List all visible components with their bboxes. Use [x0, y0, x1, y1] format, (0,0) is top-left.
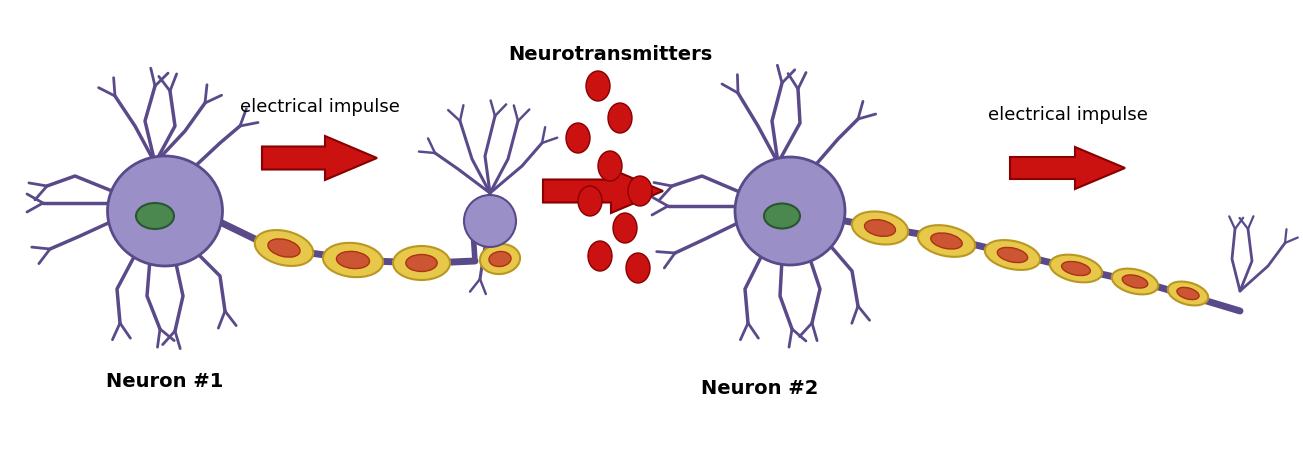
Ellipse shape — [609, 104, 632, 134]
FancyArrow shape — [1010, 148, 1124, 189]
Ellipse shape — [489, 252, 511, 267]
Ellipse shape — [625, 253, 650, 283]
Text: electrical impulse: electrical impulse — [240, 98, 400, 116]
Text: electrical impulse: electrical impulse — [988, 106, 1148, 124]
Ellipse shape — [323, 243, 383, 278]
Ellipse shape — [628, 177, 652, 207]
FancyArrow shape — [543, 169, 663, 214]
Ellipse shape — [1177, 288, 1199, 300]
Ellipse shape — [588, 241, 612, 271]
Ellipse shape — [579, 187, 602, 217]
Ellipse shape — [1050, 255, 1102, 283]
Text: Neuron #2: Neuron #2 — [701, 379, 818, 397]
Ellipse shape — [1122, 275, 1148, 288]
Ellipse shape — [566, 124, 590, 154]
Ellipse shape — [852, 212, 908, 245]
Ellipse shape — [997, 248, 1028, 263]
Text: Neurotransmitters: Neurotransmitters — [508, 45, 713, 64]
Ellipse shape — [394, 247, 450, 280]
Ellipse shape — [464, 196, 516, 248]
Ellipse shape — [1167, 282, 1208, 306]
Ellipse shape — [917, 226, 975, 258]
Ellipse shape — [864, 220, 895, 237]
Ellipse shape — [735, 158, 846, 266]
Ellipse shape — [1062, 262, 1091, 276]
Ellipse shape — [480, 245, 520, 275]
Ellipse shape — [764, 204, 800, 229]
Ellipse shape — [612, 214, 637, 244]
Ellipse shape — [598, 152, 622, 182]
Ellipse shape — [586, 72, 610, 102]
Ellipse shape — [108, 157, 223, 267]
Ellipse shape — [336, 252, 370, 269]
FancyArrow shape — [262, 137, 377, 180]
Ellipse shape — [985, 240, 1040, 270]
Ellipse shape — [930, 233, 962, 249]
Ellipse shape — [254, 230, 313, 267]
Ellipse shape — [268, 239, 300, 258]
Ellipse shape — [1111, 269, 1158, 295]
Ellipse shape — [405, 255, 438, 272]
Ellipse shape — [136, 204, 175, 229]
Text: Neuron #1: Neuron #1 — [107, 372, 224, 391]
